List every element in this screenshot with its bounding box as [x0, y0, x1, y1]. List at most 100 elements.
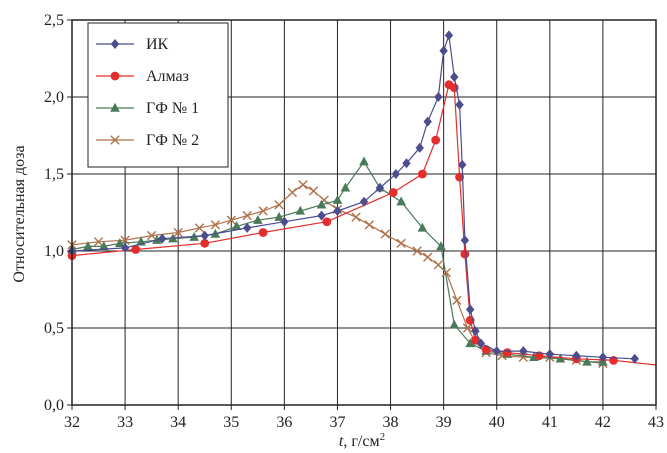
data-point: [431, 135, 441, 145]
data-point: [258, 206, 268, 216]
legend: ИК Алмаз ГФ № 1 ГФ № 2: [87, 22, 229, 168]
marker-stroke: [308, 186, 319, 196]
legend-marker: [110, 39, 120, 49]
data-point: [545, 349, 555, 360]
x-tick-label: 34: [170, 414, 186, 431]
marker-stroke: [423, 252, 433, 262]
x-tick-label: 36: [276, 414, 292, 431]
data-point: [200, 230, 209, 241]
marker-stroke: [298, 180, 308, 190]
marker-stroke: [441, 267, 451, 278]
marker-stroke: [433, 260, 444, 270]
data-point: [630, 353, 639, 364]
x-axis-variable: t: [339, 433, 344, 450]
data-point: [375, 182, 385, 193]
y-axis-title: Относительная доза: [11, 145, 28, 282]
data-point: [158, 233, 167, 244]
marker-stroke: [226, 215, 236, 225]
legend-label: ИК: [146, 36, 169, 53]
data-point: [449, 319, 460, 329]
data-point: [364, 220, 375, 230]
legend-label: ГФ № 1: [146, 100, 199, 117]
x-tick-label: 32: [64, 414, 80, 431]
x-axis-title: t, г/см2: [339, 431, 385, 450]
x-tick-label: 41: [542, 414, 558, 431]
marker-stroke: [173, 227, 183, 238]
data-point: [316, 199, 327, 209]
data-point: [359, 156, 369, 166]
data-point: [436, 241, 446, 251]
data-point: [120, 242, 130, 253]
marker-stroke: [258, 206, 268, 216]
data-point: [226, 215, 236, 225]
x-tick-label: 43: [648, 414, 664, 431]
data-point: [439, 45, 448, 56]
marker-stroke: [146, 230, 157, 241]
marker-stroke: [462, 323, 473, 333]
data-point: [462, 323, 473, 333]
x-tick-label: 39: [436, 414, 452, 431]
data-point: [308, 186, 319, 196]
data-point: [322, 217, 332, 227]
data-point: [396, 196, 406, 206]
data-point: [465, 338, 475, 348]
data-point: [572, 350, 581, 361]
legend-item-2: Алмаз: [96, 68, 189, 85]
legend-marker: [110, 135, 120, 145]
data-point: [380, 229, 390, 239]
marker-stroke: [194, 223, 205, 233]
data-point: [455, 172, 464, 182]
x-tick-label: 33: [117, 414, 133, 431]
data-point: [412, 246, 422, 256]
data-point: [333, 205, 342, 216]
data-point: [452, 295, 462, 305]
marker-stroke: [351, 212, 361, 222]
data-point: [173, 227, 183, 238]
data-point: [492, 346, 501, 357]
legend-marker: [110, 102, 120, 112]
tick-layer: 32 33 34 35 36 37 38 39 40 41 42 43 0,0 0,5 1,0 1,5 2,0 2…: [44, 12, 664, 431]
series-1: [67, 30, 639, 364]
marker-stroke: [274, 200, 284, 210]
data-point: [243, 222, 252, 233]
data-point: [194, 223, 205, 233]
data-point: [455, 99, 464, 110]
data-point: [317, 210, 326, 221]
marker-stroke: [396, 238, 406, 248]
y-tick-label: 1,0: [44, 243, 64, 260]
data-point: [131, 245, 141, 254]
data-point: [242, 210, 252, 221]
marker-stroke: [210, 220, 221, 230]
data-point: [402, 158, 411, 169]
data-point: [423, 116, 432, 127]
data-point: [598, 352, 608, 363]
data-point: [287, 187, 298, 198]
series-line: [71, 34, 635, 360]
data-point: [93, 237, 104, 247]
data-point: [340, 182, 351, 192]
data-point: [476, 338, 485, 349]
marker-stroke: [452, 295, 462, 305]
data-point: [280, 216, 289, 227]
y-tick-label: 1,5: [44, 166, 64, 183]
data-point: [458, 159, 467, 170]
marker-stroke: [110, 135, 120, 145]
data-point: [423, 252, 433, 262]
data-point: [519, 346, 528, 357]
legend-item-1: ИК: [96, 36, 169, 53]
data-point: [465, 304, 475, 315]
series-line: [71, 84, 657, 366]
x-tick-label: 40: [489, 414, 505, 431]
x-tick-label: 35: [223, 414, 239, 431]
data-point: [231, 221, 242, 231]
x-axis-unit: , г/см: [343, 433, 379, 450]
data-point: [83, 241, 93, 251]
data-point: [582, 356, 592, 366]
legend-label: Алмаз: [146, 68, 189, 85]
data-point: [415, 142, 424, 153]
data-point: [388, 188, 398, 197]
data-point: [274, 211, 284, 221]
data-point: [200, 238, 210, 248]
data-point: [450, 71, 459, 82]
legend-label: ГФ № 2: [146, 132, 199, 149]
